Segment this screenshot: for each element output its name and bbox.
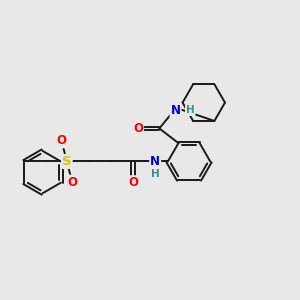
- Text: O: O: [128, 176, 138, 189]
- Text: N: N: [150, 155, 160, 168]
- Text: O: O: [57, 134, 67, 147]
- Text: S: S: [62, 155, 72, 168]
- Text: O: O: [133, 122, 143, 135]
- Text: O: O: [67, 176, 77, 189]
- Text: H: H: [186, 105, 195, 115]
- Text: N: N: [170, 103, 181, 117]
- Text: H: H: [151, 169, 160, 179]
